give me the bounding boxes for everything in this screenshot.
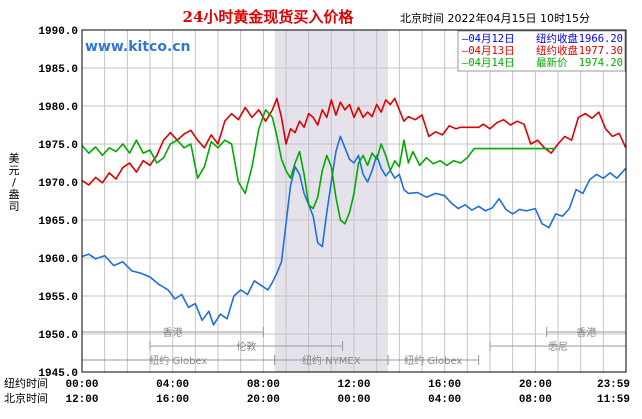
x-tick-label: 12:00 (337, 379, 370, 391)
y-tick-label: 1960.0 (38, 254, 78, 266)
series-line-04月14日 (81, 109, 556, 225)
market-band-label: 伦敦 (236, 340, 256, 353)
y-tick-label: 1975.0 (38, 140, 78, 152)
y-tick-label: 1950.0 (38, 330, 78, 342)
market-band-label: 纽约 NYMEX (302, 354, 361, 367)
x-tick-label: 00:00 (337, 394, 370, 406)
y-axis-label-char: 美 (9, 152, 20, 165)
x-tick-label: 16:00 (428, 379, 461, 391)
series-line-04月12日 (81, 135, 627, 326)
x-tick-label: 04:00 (156, 379, 189, 391)
x-tick-label: 11:59 (597, 394, 630, 406)
y-tick-label: 1955.0 (38, 292, 78, 304)
chart-title: 24小时黄金现货买入价格 (183, 8, 355, 26)
x-tick-label: 16:00 (156, 394, 189, 406)
x-tick-label: 08:00 (519, 394, 552, 406)
legend-date: —04月12日 (462, 33, 515, 45)
x-tick-label: 23:59 (597, 379, 630, 391)
plot-border (81, 29, 627, 373)
y-tick-label: 1990.0 (38, 26, 78, 38)
x-axis-row-label: 纽约时间 (4, 376, 48, 390)
legend-kind: 纽约收盘 (536, 32, 578, 45)
legend-date: —04月14日 (462, 57, 515, 69)
x-tick-label: 20:00 (247, 394, 280, 406)
x-tick-label: 20:00 (519, 379, 552, 391)
market-band-label: 纽约 Globex (404, 354, 462, 367)
watermark-text: www.kitco.cn (85, 39, 191, 55)
series-line-04月13日 (81, 97, 627, 186)
legend-kind: 最新价 (536, 56, 568, 69)
x-tick-label: 04:00 (428, 394, 461, 406)
legend-value: 1974.20 (579, 57, 623, 69)
x-axis-row-label: 北京时间 (4, 391, 48, 405)
legend-box (457, 30, 626, 72)
legend-date: —04月13日 (462, 45, 515, 57)
x-tick-label: 00:00 (65, 379, 98, 391)
legend-value: 1966.20 (579, 33, 623, 45)
legend-kind: 纽约收盘 (536, 44, 578, 57)
legend-value: 1977.30 (579, 45, 623, 57)
x-tick-label: 08:00 (247, 379, 280, 391)
y-axis-label-char: 元 (9, 164, 20, 177)
market-band-label: 香港 (163, 327, 183, 339)
y-tick-label: 1980.0 (38, 102, 78, 114)
y-tick-label: 1945.0 (38, 368, 78, 380)
market-band-label: 纽约 Globex (149, 354, 207, 367)
header-datetime: 北京时间 2022年04月15日 10时15分 (400, 11, 590, 25)
market-band-label: 悉尼 (548, 341, 568, 353)
y-tick-label: 1985.0 (38, 64, 78, 76)
y-axis-label-char: 司 (9, 200, 20, 213)
y-axis-label-char: / (12, 176, 16, 189)
x-tick-label: 12:00 (65, 394, 98, 406)
market-band-label: 香港 (576, 327, 596, 339)
y-axis-label-char: 盎 (9, 187, 20, 201)
y-tick-label: 1965.0 (38, 216, 78, 228)
y-tick-label: 1970.0 (38, 178, 78, 190)
